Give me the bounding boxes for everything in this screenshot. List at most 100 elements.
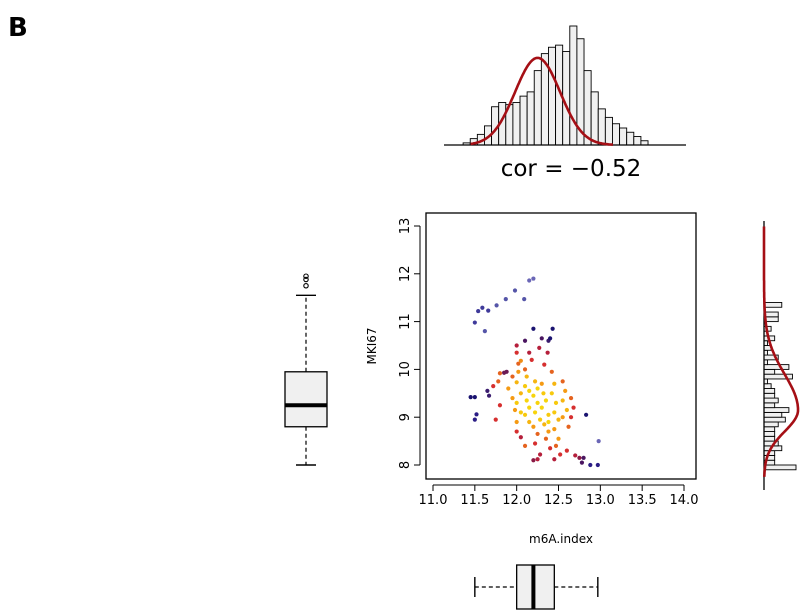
y-tick-label: 9: [398, 413, 413, 421]
scatter-point: [522, 443, 528, 448]
scatter-point: [581, 455, 586, 460]
scatter-point: [548, 446, 553, 451]
scatter-point: [524, 374, 529, 379]
scatter-point: [537, 452, 543, 457]
scatter-point: [535, 386, 540, 391]
right-histogram: [762, 221, 800, 490]
scatter-point: [516, 361, 521, 366]
scatter-point: [560, 379, 565, 384]
scatter-point: [563, 388, 568, 394]
scatter-point: [486, 308, 491, 313]
scatter-point: [549, 369, 554, 374]
histogram-bar: [763, 302, 783, 308]
scatter-point: [532, 441, 538, 446]
scatter-point: [522, 338, 528, 343]
scatter-point: [550, 326, 555, 331]
scatter-point: [552, 457, 557, 462]
scatter-point: [527, 278, 532, 283]
scatter-point: [564, 407, 569, 413]
histogram-bar: [548, 46, 557, 146]
y-tick-label: 8: [398, 461, 413, 469]
scatter-point: [556, 436, 561, 441]
y-tick-label: 11: [398, 313, 413, 330]
histogram-bar: [526, 91, 535, 146]
scatter-point: [522, 412, 528, 417]
right-histogram-density-line: [762, 226, 800, 477]
scatter-plot: 11.0 11.5 12.0 12.5 13.0 13.5 14.0 8910111213 …: [365, 212, 698, 546]
histogram-bar: [763, 407, 790, 413]
scatter-point: [532, 410, 538, 415]
x-axis: 11.0 11.5 12.0 12.5 13.0 13.5 14.0: [419, 484, 698, 508]
scatter-point: [546, 419, 551, 425]
scatter-point: [535, 457, 540, 462]
x-axis-title: m6A.index: [529, 532, 593, 546]
histogram-bar: [763, 397, 779, 404]
scatter-point: [543, 436, 549, 441]
scatter-point: [510, 395, 515, 401]
scatter-point: [476, 308, 481, 314]
scatter-point: [546, 429, 551, 434]
histogram-bar: [763, 431, 776, 437]
histogram-bar: [597, 108, 606, 146]
scatter-point: [496, 379, 501, 384]
scatter-point: [596, 439, 601, 444]
y-tick-label: 13: [398, 218, 413, 235]
y-tick-label: 12: [398, 266, 413, 283]
histogram-bar: [612, 123, 621, 146]
x-tick-label: 12.0: [502, 493, 531, 508]
scatter-point: [524, 398, 529, 403]
scatter-point: [527, 388, 532, 394]
scatter-point: [522, 384, 528, 389]
scatter-point: [516, 369, 521, 374]
scatter-point: [506, 386, 511, 391]
scatter-point: [472, 395, 477, 400]
scatter-point: [527, 405, 532, 410]
scatter-point: [497, 371, 503, 376]
scatter-point: [485, 388, 490, 394]
histogram-bar: [619, 127, 628, 146]
scatter-point: [560, 398, 565, 403]
boxplot-box: [284, 371, 328, 428]
scatter-point: [514, 419, 519, 425]
scatter-point: [553, 443, 559, 448]
scatter-point: [539, 381, 544, 386]
boxplot-outlier: [303, 276, 309, 283]
boxplot-outlier: [303, 282, 309, 289]
scatter-point: [518, 358, 523, 363]
scatter-point: [537, 417, 543, 422]
scatter-point: [535, 431, 540, 437]
scatter-point: [503, 297, 508, 302]
histogram-bar: [763, 435, 776, 442]
scatter-point: [552, 381, 557, 386]
scatter-point: [518, 391, 523, 396]
scatter-point: [566, 424, 571, 429]
scatter-point: [493, 417, 498, 422]
scatter-point: [514, 343, 519, 348]
scatter-point: [568, 415, 574, 420]
correlation-label: cor = −0.52: [501, 156, 642, 182]
scatter-point: [546, 412, 551, 417]
histogram-bar: [763, 392, 776, 399]
scatter-point: [514, 429, 519, 434]
scatter-point: [472, 417, 477, 422]
scatter-point: [512, 288, 518, 293]
scatter-point: [532, 379, 538, 384]
histogram-bar: [519, 95, 528, 146]
histogram-bar: [604, 116, 613, 146]
scatter-point: [542, 362, 547, 367]
scatter-point: [537, 345, 542, 350]
histogram-bar: [763, 388, 776, 394]
top-histogram-density-line: [470, 56, 614, 146]
scatter-point: [553, 400, 559, 405]
histogram-bar: [633, 136, 642, 146]
histogram-bar: [763, 464, 797, 471]
scatter-point: [514, 380, 519, 385]
x-tick-label: 11.0: [419, 493, 448, 508]
scatter-point: [514, 350, 519, 355]
scatter-point: [545, 350, 550, 355]
scatter-point: [584, 412, 589, 417]
scatter-point: [531, 393, 536, 398]
histogram-bar: [763, 416, 786, 423]
